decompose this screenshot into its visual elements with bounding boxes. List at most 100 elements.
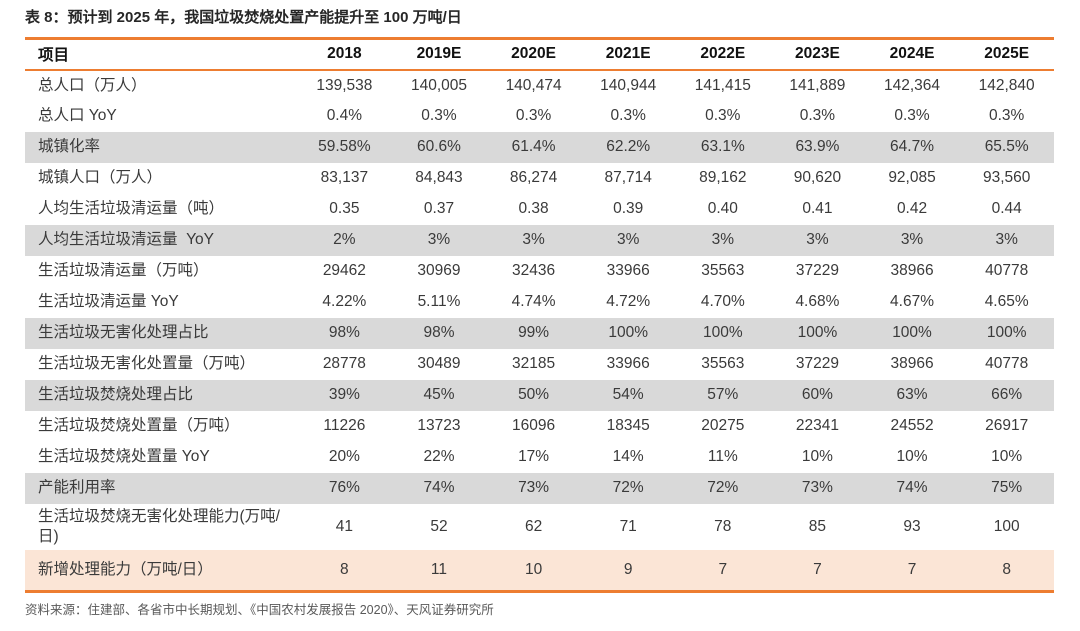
row-label: 产能利用率 <box>38 479 116 496</box>
cell-value: 33966 <box>606 262 650 279</box>
cell-value: 11% <box>707 448 738 465</box>
cell-value: 90,620 <box>793 169 842 186</box>
cell-value: 0.3% <box>515 107 552 124</box>
cell-value: 33966 <box>606 355 650 372</box>
row-label: 人均生活垃圾清运量（吨） <box>38 200 225 217</box>
cell-value: 50% <box>518 386 550 403</box>
table-row: 新增处理能力（万吨/日） 8 11 10 9 7 7 7 8 <box>25 549 1054 592</box>
table-caption: 表 8：预计到 2025 年，我国垃圾焚烧处置产能提升至 100 万吨/日 <box>25 9 462 26</box>
cell-value: 38966 <box>890 262 934 279</box>
cell-value: 60% <box>801 386 833 403</box>
cell-value: 98% <box>328 324 360 341</box>
cell-value: 20275 <box>701 417 745 434</box>
cell-value: 38966 <box>890 355 934 372</box>
cell-value: 0.40 <box>707 200 738 217</box>
cell-value: 29462 <box>322 262 366 279</box>
cell-value: 93,560 <box>982 169 1031 186</box>
cell-value: 141,415 <box>694 76 751 94</box>
cell-value: 39% <box>328 386 360 403</box>
table-row: 生活垃圾清运量（万吨） 29462 30969 32436 33966 35563 3722… <box>25 256 1054 287</box>
cell-value: 0.35 <box>329 200 360 217</box>
cell-value: 4.67% <box>890 293 934 310</box>
column-header-year: 2021E <box>605 45 651 63</box>
column-header-year: 2024E <box>889 45 935 63</box>
cell-value: 3% <box>522 231 545 248</box>
cell-value: 57% <box>707 386 739 403</box>
cell-value: 4.22% <box>322 293 367 310</box>
cell-value: 72% <box>612 479 644 496</box>
table-row: 城镇化率 59.58% 60.6% 61.4% 62.2% 63.1% 63.9% 64.7%… <box>25 131 1054 163</box>
cell-value: 89,162 <box>699 169 747 186</box>
cell-value: 62.2% <box>606 138 651 155</box>
cell-value: 22% <box>423 448 455 465</box>
cell-value: 52 <box>430 517 448 535</box>
cell-value: 66% <box>991 386 1023 403</box>
column-header-item: 项目 <box>38 47 70 65</box>
cell-value: 100 <box>993 517 1020 535</box>
data-source-note: 资料来源：住建部、各省市中长期规划、《中国农村发展报告 2020》、天风证券研究… <box>25 603 494 617</box>
cell-value: 73% <box>801 479 833 496</box>
cell-value: 3% <box>616 231 640 248</box>
cell-value: 7 <box>718 560 728 578</box>
cell-value: 37229 <box>795 355 839 372</box>
table-row: 生活垃圾清运量 YoY 4.22% 5.11% 4.74% 4.72% 4.70% 4.68… <box>25 287 1054 318</box>
cell-value: 99% <box>518 324 550 341</box>
cell-value: 4.65% <box>984 293 1029 310</box>
cell-value: 0.37 <box>423 200 455 217</box>
cell-value: 4.68% <box>795 293 840 310</box>
cell-value: 100% <box>702 324 743 341</box>
cell-value: 62 <box>524 517 543 535</box>
cell-value: 0.4% <box>326 107 363 124</box>
cell-value: 10% <box>896 448 928 465</box>
cell-value: 9 <box>623 560 633 578</box>
cell-value: 13723 <box>417 417 461 434</box>
column-header-year: 2025E <box>984 45 1030 63</box>
cell-value: 40778 <box>985 262 1029 279</box>
cell-value: 4.72% <box>606 293 651 310</box>
cell-value: 71 <box>619 517 637 535</box>
cell-value: 26917 <box>985 417 1029 434</box>
cell-value: 3% <box>711 231 734 248</box>
cell-value: 65.5% <box>984 138 1029 155</box>
cell-value: 98% <box>423 324 455 341</box>
table-row: 生活垃圾无害化处理占比 98% 98% 99% 100% 100% 100% 100% 100% <box>25 317 1054 349</box>
cell-value: 0.41 <box>802 200 833 217</box>
cell-value: 100% <box>892 324 932 341</box>
table-row: 人均生活垃圾清运量（吨） 0.35 0.37 0.38 0.39 0.40 0.41 0.42… <box>25 194 1054 225</box>
cell-value: 5.11% <box>417 293 461 310</box>
cell-value: 59.58% <box>318 138 371 155</box>
table-row: 总人口（万人） 139,538 140,005 140,474 140,944 141,4… <box>25 70 1054 101</box>
cell-value: 0.3% <box>799 107 836 124</box>
cell-value: 0.44 <box>991 200 1022 217</box>
cell-value: 40778 <box>985 355 1029 372</box>
cell-value: 139,538 <box>316 76 373 94</box>
cell-value: 73% <box>518 479 550 496</box>
cell-value: 11226 <box>323 417 366 434</box>
row-label: 新增处理能力（万吨/日） <box>38 560 213 578</box>
table-row: 产能利用率 76% 74% 73% 72% 72% 73% 74% 75% <box>25 472 1054 504</box>
row-label: 生活垃圾焚烧无害化处理能力(万吨/日) <box>38 507 280 545</box>
cell-value: 32185 <box>512 355 556 372</box>
cell-value: 100% <box>986 324 1027 341</box>
row-label: 生活垃圾清运量（万吨） <box>38 262 209 279</box>
cell-value: 86,274 <box>509 169 558 186</box>
cell-value: 4.74% <box>511 293 556 310</box>
cell-value: 24552 <box>890 417 934 434</box>
cell-value: 140,005 <box>410 76 467 94</box>
cell-value: 37229 <box>795 262 839 279</box>
cell-value: 60.6% <box>417 138 461 155</box>
cell-value: 0.3% <box>894 107 930 124</box>
cell-value: 30489 <box>417 355 461 372</box>
cell-value: 35563 <box>701 355 745 372</box>
table-row: 生活垃圾焚烧处置量（万吨） 11226 13723 16096 18345 20275 22… <box>25 411 1054 442</box>
cell-value: 8 <box>340 560 349 578</box>
table-row: 城镇人口（万人） 83,137 84,843 86,274 87,714 89,162 90… <box>25 163 1054 194</box>
cell-value: 16096 <box>512 417 556 434</box>
cell-value: 3% <box>900 231 924 248</box>
cell-value: 93 <box>903 517 921 535</box>
table-row: 生活垃圾焚烧处置量 YoY 20% 22% 17% 14% 11% 10% 10% 10% <box>25 442 1054 473</box>
cell-value: 41 <box>335 517 353 535</box>
cell-value: 141,889 <box>789 76 846 94</box>
cell-value: 8 <box>1002 560 1011 578</box>
